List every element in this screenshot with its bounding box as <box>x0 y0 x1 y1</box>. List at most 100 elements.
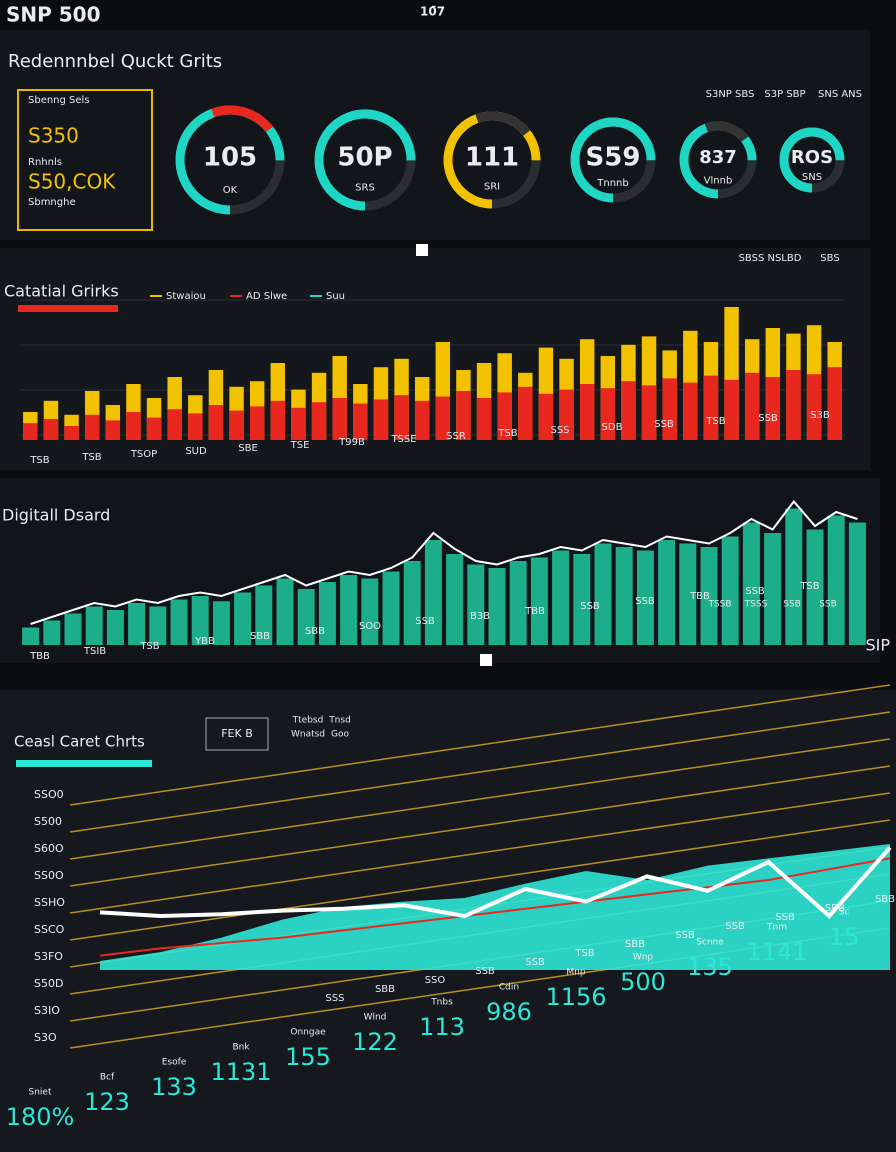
bar <box>658 540 676 645</box>
bar <box>518 386 533 440</box>
bar <box>394 395 409 440</box>
bar <box>146 417 162 440</box>
bar <box>191 596 209 645</box>
divider-handle <box>416 244 428 256</box>
kpi-box <box>17 89 153 231</box>
x-tick-label: TSB <box>799 581 819 592</box>
bar <box>703 375 719 440</box>
bar <box>742 522 760 645</box>
badge-box <box>205 717 269 751</box>
bar <box>744 372 760 440</box>
bar <box>559 389 574 440</box>
bar <box>234 592 252 645</box>
stat-value: 986 <box>486 998 532 1026</box>
stat-value: 1141 <box>746 938 807 966</box>
bar <box>188 413 203 440</box>
bar <box>43 419 59 440</box>
gauge-label: Vlnnb <box>704 175 733 186</box>
stat-label: Scnne <box>696 938 724 948</box>
x-tick-label: T99B <box>338 437 365 448</box>
gauge-arc <box>443 111 541 209</box>
x-tick-label: TSIB <box>83 646 106 657</box>
y-label: SSO0 <box>34 788 64 801</box>
panel-label: SBSS NSLBD <box>739 253 802 264</box>
bar <box>509 561 527 645</box>
x-tick-label: TSB <box>574 948 594 959</box>
bar <box>249 406 265 440</box>
bar <box>353 403 368 440</box>
bar <box>806 529 824 645</box>
bar <box>126 412 141 440</box>
x-tick-label: SSS <box>550 425 569 436</box>
bar <box>615 547 633 645</box>
kpi-line: S50,COK <box>28 170 116 194</box>
bar <box>84 414 100 440</box>
bar <box>229 410 244 440</box>
x-tick-label: TSB <box>139 641 159 652</box>
bar <box>806 374 822 440</box>
bar <box>23 423 38 440</box>
bar <box>488 568 506 645</box>
x-tick-label: SUD <box>185 446 207 457</box>
mini-label: Tnsd <box>328 716 351 726</box>
stat-value: 113 <box>419 1013 465 1041</box>
gauge-arc <box>779 127 845 193</box>
gauge-label: SNS <box>802 172 822 183</box>
bar <box>497 392 512 440</box>
legend-label: Suu <box>326 291 345 302</box>
panel-label: SIP <box>865 636 890 655</box>
grid-line <box>69 684 891 806</box>
y-label: S500 <box>34 815 62 828</box>
bar <box>476 398 492 440</box>
gauge-arc <box>679 121 757 199</box>
bar <box>128 603 146 645</box>
title-underline <box>16 760 152 767</box>
y-label: SSCO <box>34 923 65 936</box>
line-series <box>99 857 891 957</box>
x-tick-label: SSB <box>775 912 795 923</box>
bar <box>361 578 379 645</box>
stat-value: 135 <box>687 953 733 981</box>
x-tick-label: TSB <box>81 452 101 463</box>
grid-line <box>69 792 891 914</box>
bar <box>765 377 781 440</box>
mini-label: Ttebsd <box>292 716 324 726</box>
bar <box>318 582 336 645</box>
stat-label: Sc <box>839 908 850 918</box>
bar <box>64 426 79 440</box>
bar <box>636 550 654 645</box>
x-tick-label: SBB <box>305 626 325 637</box>
bar <box>435 396 451 440</box>
badge: FEK B <box>221 727 253 740</box>
x-tick-label: SSB <box>675 930 695 941</box>
x-tick-label: TBB <box>524 606 545 617</box>
stat-value: 122 <box>352 1028 398 1056</box>
x-tick-label: SSB <box>725 921 745 932</box>
bar <box>270 400 286 440</box>
bar <box>573 554 591 645</box>
legend-label: Stwaiou <box>166 291 206 302</box>
stat-label: Bnk <box>232 1043 250 1053</box>
bar <box>340 575 358 645</box>
stat-label: Wlnd <box>364 1013 387 1023</box>
x-tick-label: SOO <box>359 621 381 632</box>
dashboard-title: Redennnbel Quckt Grits <box>8 51 222 72</box>
x-tick-label: TSSE <box>390 434 416 445</box>
bar <box>85 606 103 645</box>
bar <box>208 405 224 440</box>
bar <box>827 367 842 440</box>
title-underline <box>18 305 118 312</box>
x-tick-label: SSB <box>635 596 655 607</box>
y-label: S3FO <box>34 950 63 963</box>
x-tick-label: SBB <box>825 903 845 914</box>
stat-label: Wnp <box>633 953 654 963</box>
bar <box>64 613 82 645</box>
gauge-label: Tnnnb <box>596 178 628 189</box>
y-label: S3O <box>34 1031 57 1044</box>
gauge-value: 837 <box>699 147 737 168</box>
stat-value: 133 <box>151 1073 197 1101</box>
grid-line <box>69 738 891 860</box>
bar <box>785 508 803 645</box>
y-label: SSHO <box>34 896 65 909</box>
bar <box>149 606 167 645</box>
